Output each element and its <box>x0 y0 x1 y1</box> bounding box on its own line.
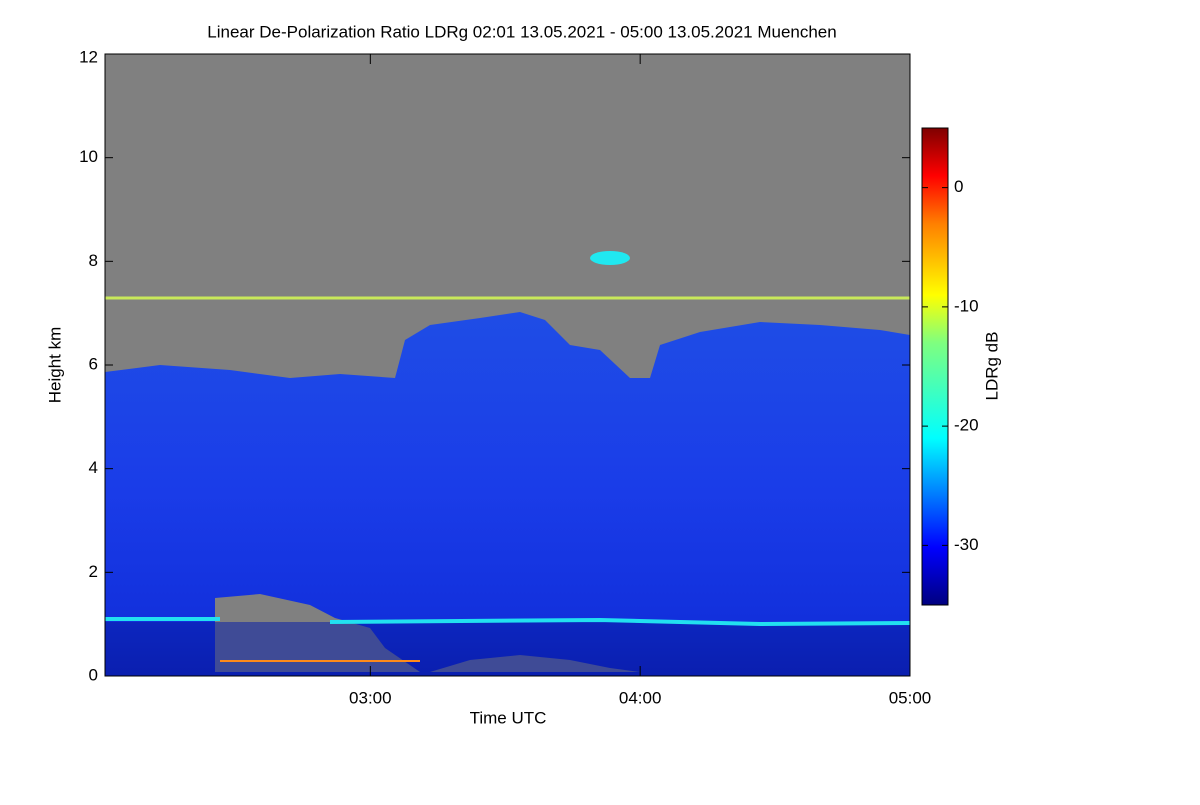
y-tick-label: 0 <box>89 665 98 684</box>
y-tick-label: 12 <box>79 47 98 66</box>
colorbar-tick-label: -20 <box>954 416 979 435</box>
y-axis-label: Height km <box>45 327 64 404</box>
y-tick-label: 6 <box>89 354 98 373</box>
x-axis-label: Time UTC <box>470 708 547 727</box>
colorbar-tick-label: -10 <box>954 296 979 315</box>
x-tick-label: 04:00 <box>619 688 662 707</box>
y-tick-label: 8 <box>89 251 98 270</box>
chart-title: Linear De-Polarization Ratio LDRg 02:01 … <box>207 22 836 41</box>
x-tick-label: 05:00 <box>889 688 932 707</box>
y-tick-label: 2 <box>89 562 98 581</box>
y-tick-label: 4 <box>89 458 98 477</box>
colorbar-label: LDRg dB <box>982 332 1001 401</box>
colorbar <box>921 127 949 606</box>
data-field <box>105 54 911 676</box>
colorbar-tick-label: -30 <box>954 535 979 554</box>
colorbar-tick-label: 0 <box>954 177 963 196</box>
x-tick-label: 03:00 <box>349 688 392 707</box>
y-tick-label: 10 <box>79 147 98 166</box>
